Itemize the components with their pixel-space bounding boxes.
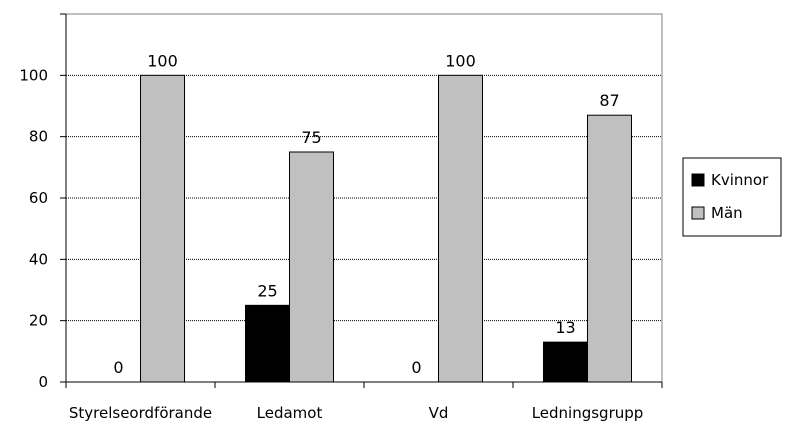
data-label: 100 — [445, 51, 476, 70]
data-label: 13 — [555, 318, 575, 337]
y-tick-label: 20 — [29, 312, 48, 330]
category-label: Vd — [429, 404, 449, 422]
y-tick-label: 40 — [29, 250, 48, 268]
legend-label: Kvinnor — [711, 171, 769, 189]
bar-män — [438, 74, 483, 383]
y-tick-label: 100 — [19, 66, 48, 84]
category-label: Styrelseordförande — [69, 404, 212, 422]
category-label: Ledningsgrupp — [532, 404, 644, 422]
category-label: Ledamot — [257, 404, 323, 422]
legend-swatch-män — [691, 206, 705, 220]
y-tick-label: 60 — [29, 189, 48, 207]
gridlines — [66, 74, 662, 322]
category-labels: Styrelseordförande Ledamot Vd Ledningsgrupp — [69, 404, 643, 422]
bar-kvinnor — [543, 341, 588, 383]
legend-box — [682, 157, 782, 237]
bar-män — [587, 114, 632, 383]
data-label: 0 — [411, 358, 421, 377]
legend-label: Män — [711, 204, 743, 222]
y-tick-labels: 0 20 40 60 80 100 — [19, 66, 48, 391]
y-tick-label: 0 — [38, 373, 48, 391]
bar-kvinnor — [245, 304, 290, 383]
bar-män — [140, 74, 185, 383]
axes — [60, 13, 663, 388]
legend: Kvinnor Män — [682, 157, 782, 237]
data-label: 25 — [257, 281, 277, 300]
data-labels: 0 100 25 75 0 100 13 87 — [113, 51, 619, 377]
data-label: 100 — [147, 51, 178, 70]
y-tick-label: 80 — [29, 128, 48, 146]
data-label: 75 — [301, 128, 321, 147]
bar-män — [289, 151, 334, 383]
bars — [140, 74, 632, 383]
data-label: 0 — [113, 358, 123, 377]
data-label: 87 — [599, 91, 619, 110]
legend-swatch-kvinnor — [691, 173, 705, 187]
